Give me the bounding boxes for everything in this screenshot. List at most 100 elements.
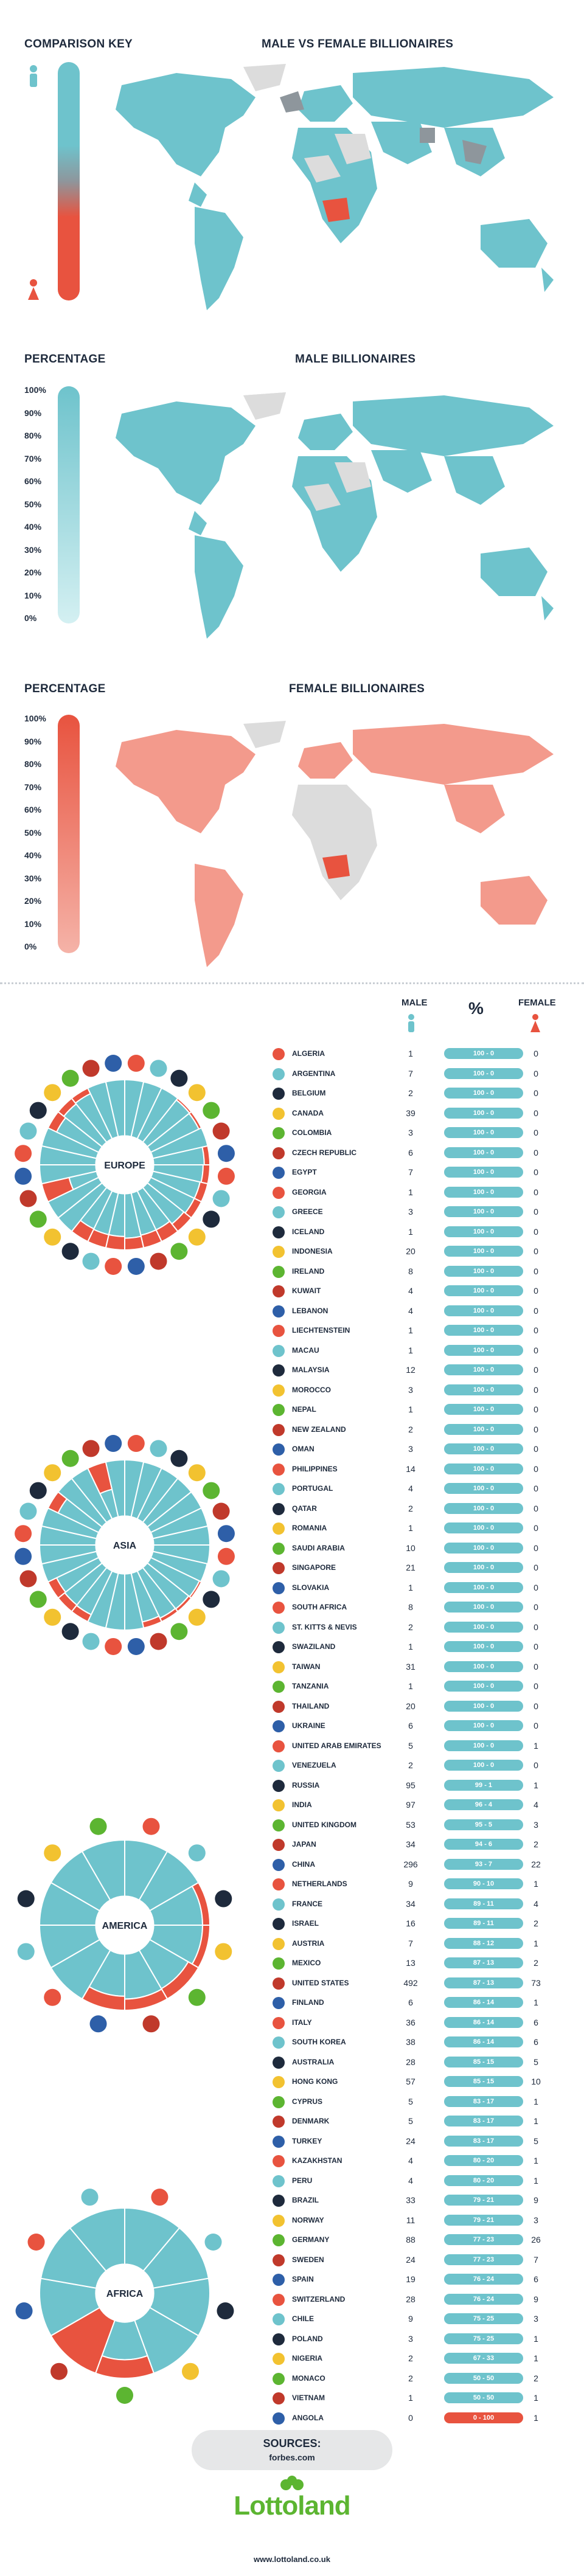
- country-flag-icon: [273, 1285, 285, 1297]
- map2-title: MALE BILLIONAIRES: [295, 353, 416, 366]
- male-count: 1: [408, 1404, 413, 1414]
- male-count: 97: [406, 1800, 415, 1810]
- country-name: ANGOLA: [292, 2413, 324, 2422]
- country-flag-icon: [273, 2016, 285, 2029]
- donut-flag-icon: [215, 1890, 232, 1908]
- male-count: 33: [406, 2195, 415, 2205]
- percentage-pill: 100 - 0: [444, 1641, 523, 1652]
- male-count: 8: [408, 1266, 413, 1276]
- country-flag-icon: [273, 1068, 285, 1080]
- donut-flag-icon: [29, 1591, 47, 1608]
- donut-flag-icon: [15, 2302, 33, 2320]
- male-percentage-bar: [58, 386, 80, 623]
- donut-flag-icon: [217, 1547, 235, 1565]
- donut-flag-icon: [44, 1844, 61, 1862]
- percentage-pill: 100 - 0: [444, 1285, 523, 1296]
- country-flag-icon: [273, 1799, 285, 1811]
- female-count: 0: [534, 1681, 538, 1691]
- female-count: 4: [534, 1800, 538, 1810]
- country-flag-icon: [273, 1265, 285, 1278]
- country-flag-icon: [273, 1957, 285, 1970]
- female-count: 0: [534, 1622, 538, 1632]
- scale-tick: 90%: [24, 736, 42, 746]
- female-count: 3: [534, 2314, 538, 2324]
- country-name: RUSSIA: [292, 1780, 320, 1790]
- country-name: VENEZUELA: [292, 1761, 336, 1769]
- female-count: 0: [534, 1404, 538, 1414]
- country-flag-icon: [273, 2214, 285, 2227]
- map-male-vs-female: [116, 64, 554, 310]
- country-flag-icon: [273, 1048, 285, 1060]
- country-flag-icon: [273, 1127, 285, 1139]
- donut-flag-icon: [44, 1988, 61, 2006]
- female-count: 3: [534, 2215, 538, 2225]
- donut-flag-icon: [61, 1069, 79, 1087]
- percentage-pill: 100 - 0: [444, 1384, 523, 1395]
- scale-tick: 100%: [24, 713, 46, 723]
- country-name: TANZANIA: [292, 1682, 329, 1690]
- female-count: 73: [531, 1977, 541, 1988]
- country-flag-icon: [273, 1226, 285, 1238]
- donut-flag-icon: [17, 1890, 35, 1908]
- female-count: 1: [534, 2116, 538, 2126]
- percentage-pill: 100 - 0: [444, 1127, 523, 1138]
- percentage-pill: 93 - 7: [444, 1858, 523, 1870]
- female-count: 0: [534, 1266, 538, 1276]
- percentage-pill: 100 - 0: [444, 1048, 523, 1059]
- country-name: CZECH REPUBLIC: [292, 1148, 357, 1157]
- percentage-pill: 95 - 5: [444, 1819, 523, 1830]
- country-name: LIECHTENSTEIN: [292, 1326, 350, 1335]
- male-count: 8: [408, 1602, 413, 1612]
- scale-tick: 10%: [24, 590, 42, 600]
- female-count: 0: [534, 1642, 538, 1651]
- country-flag-icon: [273, 2313, 285, 2325]
- scale-tick: 30%: [24, 873, 42, 883]
- donut-flag-icon: [127, 1637, 145, 1655]
- region-donuts: EUROPE ASIA AMERICA AFRICA: [15, 1055, 235, 2404]
- male-count: 1: [408, 1345, 413, 1355]
- donut-america: AMERICA: [17, 1817, 232, 2033]
- female-count: 1: [534, 1879, 538, 1889]
- country-flag-icon: [273, 1423, 285, 1436]
- male-count: 53: [406, 1819, 415, 1830]
- scale-tick: 60%: [24, 476, 42, 486]
- male-count: 6: [408, 1721, 413, 1731]
- country-flag-icon: [273, 1305, 285, 1318]
- male-count: 3: [408, 1207, 413, 1217]
- scale-tick: 70%: [24, 782, 42, 792]
- donut-center: [97, 1137, 153, 1193]
- female-count: 0: [534, 1463, 538, 1474]
- country-flag-icon: [273, 2095, 285, 2108]
- country-name: MACAU: [292, 1345, 319, 1355]
- country-flag-icon: [273, 2254, 285, 2266]
- country-flag-icon: [273, 1720, 285, 1732]
- male-count: 7: [408, 1068, 413, 1078]
- percentage-pill: 83 - 17: [444, 2095, 523, 2107]
- donut-flag-icon: [181, 2362, 199, 2380]
- female-count: 1: [534, 2412, 538, 2423]
- percentage-pill: 100 - 0: [444, 1246, 523, 1257]
- male-column-icon: [408, 1014, 414, 1032]
- donut-flag-icon: [150, 1440, 167, 1457]
- donut-flag-icon: [127, 1435, 145, 1453]
- country-name: CANADA: [292, 1108, 324, 1117]
- male-count: 7: [408, 1938, 413, 1948]
- donut-flag-icon: [44, 1084, 61, 1102]
- female-count: 2: [534, 1958, 538, 1968]
- female-column-icon: [530, 1014, 540, 1032]
- donut-region-label: ASIA: [113, 1541, 137, 1551]
- female-count: 6: [534, 2017, 538, 2027]
- country-flag-icon: [273, 2293, 285, 2306]
- percentage-pill: 100 - 0: [444, 1542, 523, 1554]
- male-count: 296: [403, 1859, 418, 1869]
- brand-url[interactable]: www.lottoland.co.uk: [254, 2555, 330, 2564]
- percentage-pill: 83 - 17: [444, 2116, 523, 2126]
- lottoland-logo[interactable]: Lottoland: [234, 2491, 350, 2521]
- male-count: 28: [406, 2057, 415, 2067]
- male-count: 7: [408, 1167, 413, 1177]
- female-count: 10: [531, 2077, 541, 2086]
- country-flag-icon: [273, 1661, 285, 1673]
- donut-region-label: AFRICA: [106, 2289, 144, 2299]
- donut-flag-icon: [29, 1210, 47, 1228]
- percentage-pill: 67 - 33: [444, 2353, 523, 2364]
